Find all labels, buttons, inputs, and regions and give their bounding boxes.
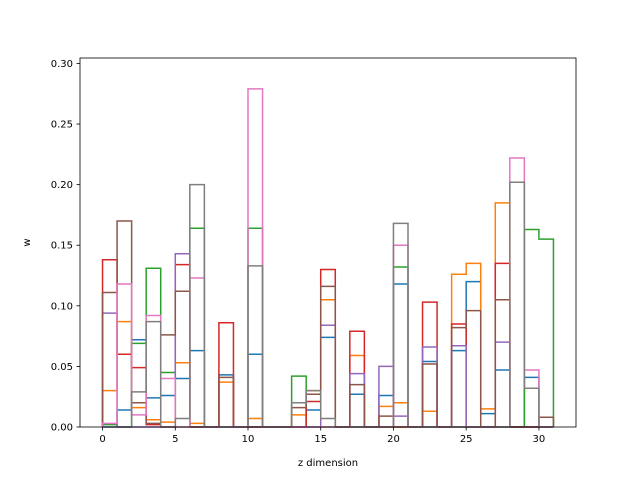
y-axis-label: w [22,238,33,246]
x-tick-label: 30 [533,434,546,445]
axes-frame [79,57,577,428]
y-tick-label: 0.25 [51,120,73,131]
x-tick-label: 5 [172,434,178,445]
x-tick-label: 15 [314,434,327,445]
series-5-step [101,220,555,428]
y-tick-label: 0.00 [51,423,73,434]
y-tick-label: 0.10 [51,301,73,312]
y-tick-label: 0.05 [51,362,73,373]
y-tick-label: 0.20 [51,180,73,191]
x-tick-label: 10 [242,434,255,445]
y-tick-label: 0.15 [51,241,73,252]
y-tick-label: 0.30 [51,59,73,70]
y-axis: 0.00 0.05 0.10 0.15 0.20 0.25 0.30 [51,59,80,434]
x-axis-label: z dimension [298,458,358,469]
x-tick-label: 25 [460,434,473,445]
x-tick-label: 0 [99,434,105,445]
x-axis: 0 5 10 15 20 25 30 [99,427,545,445]
x-tick-label: 20 [387,434,400,445]
